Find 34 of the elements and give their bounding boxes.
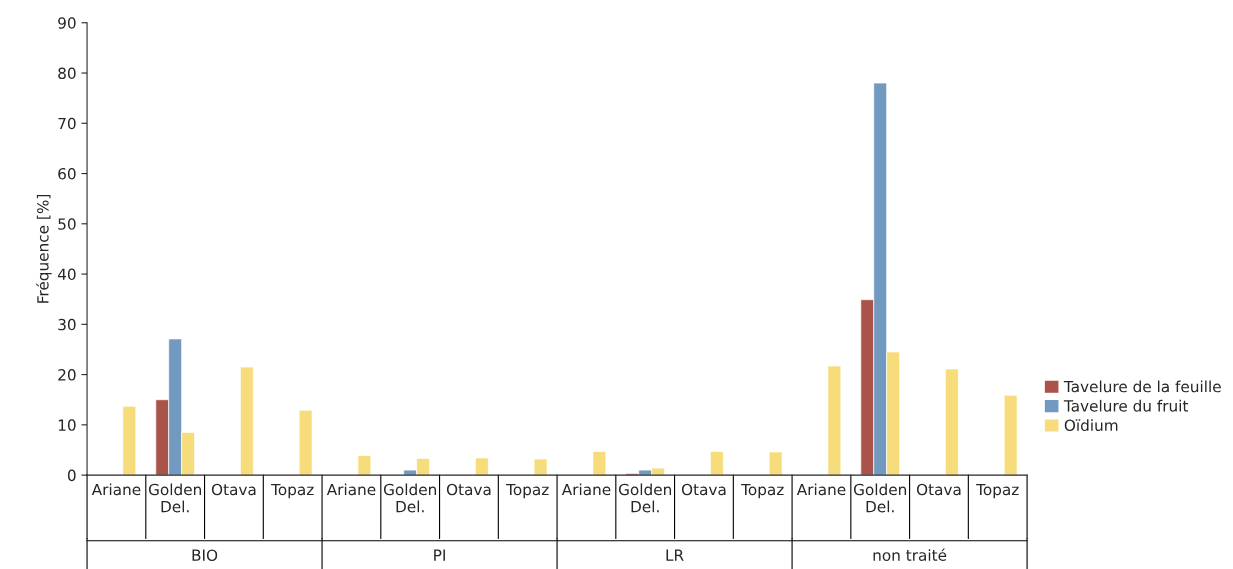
x-tick-label: Topaz — [976, 483, 1019, 499]
x-tick-label: Golden Del. — [618, 483, 672, 513]
legend-label: Tavelure du fruit — [1063, 399, 1189, 412]
x-tick-label: Otava — [681, 483, 726, 496]
x-tick-label: Topaz — [271, 483, 314, 499]
x-tick-label: Ariane — [91, 483, 141, 496]
y-tick-label: 0 — [67, 469, 76, 482]
x-tick-label: Topaz — [506, 483, 549, 499]
y-axis-title: Fréquence [%] — [36, 194, 52, 303]
legend-label: Tavelure de la feuille — [1063, 380, 1221, 393]
y-tick-label: 80 — [58, 67, 76, 80]
x-tick-label: Ariane — [326, 483, 376, 496]
legend-label: Oïdium — [1064, 419, 1118, 432]
text: BIO — [192, 549, 218, 561]
y-tick-label: 90 — [58, 17, 76, 29]
y-tick-label: 40 — [57, 268, 76, 281]
y-tick-label: 30 — [58, 318, 76, 331]
y-tick-label: 50 — [58, 218, 76, 230]
text: PI — [434, 549, 445, 561]
x-tick-label: Otava — [916, 483, 961, 496]
y-tick-label: 70 — [58, 117, 76, 130]
x-tick-label: Otava — [211, 483, 256, 496]
x-tick-label: Golden Del. — [383, 483, 436, 513]
x-tick-label: Topaz — [741, 483, 784, 499]
x-tick-label: Otava — [446, 483, 491, 496]
y-tick-label: 20 — [58, 369, 76, 381]
x-tick-label: Golden Del. — [148, 483, 201, 513]
y-tick-label: 60 — [58, 168, 76, 180]
x-tick-label: Golden Del. — [853, 483, 907, 513]
x-tick-label: Ariane — [796, 483, 846, 496]
text: non traité — [873, 548, 947, 561]
x-tick-label: Ariane — [561, 483, 611, 496]
text: LR — [666, 549, 684, 561]
y-tick-label: 10 — [58, 419, 76, 431]
